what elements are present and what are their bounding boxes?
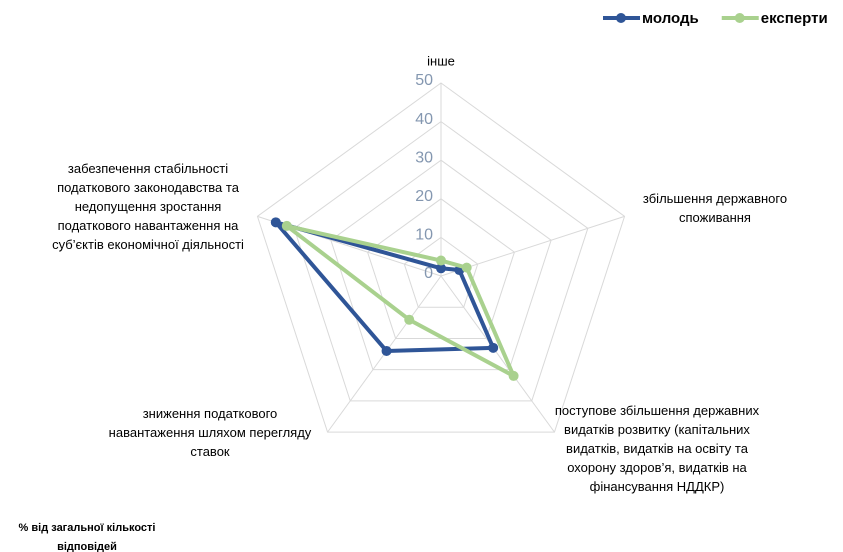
spoke <box>440 215 625 277</box>
legend-label: експерти <box>761 10 828 27</box>
axis-label: інше <box>427 53 455 68</box>
series-line <box>284 223 516 378</box>
marker <box>281 220 292 231</box>
legend-label: молодь <box>642 10 699 27</box>
axis-label: поступове збільшення державних видатків р… <box>555 403 760 494</box>
axis-label: збільшення державного споживання <box>643 191 787 225</box>
tick-label: 0 <box>424 265 433 282</box>
marker <box>436 263 446 274</box>
marker <box>270 217 281 228</box>
marker <box>436 255 446 266</box>
marker <box>508 370 519 381</box>
tick-label: 10 <box>415 227 433 244</box>
tick-label: 50 <box>415 72 433 89</box>
grid-ring <box>256 82 626 433</box>
marker <box>461 262 472 273</box>
spoke <box>440 275 555 433</box>
legend-marker <box>616 13 626 23</box>
marker <box>488 342 499 353</box>
tick-label: 30 <box>415 149 433 166</box>
marker <box>404 314 415 325</box>
axis-label: забезпечення стабільності податкового зак… <box>52 161 244 252</box>
marker <box>381 345 392 356</box>
grid-ring <box>293 120 589 402</box>
grid-ring <box>330 159 552 371</box>
tick-label: 20 <box>415 188 433 205</box>
note: % від загальної кількості відповідей <box>19 522 156 552</box>
axis-label: зниження податкового навантаження шляхом … <box>109 406 312 459</box>
tick-label: 40 <box>415 111 433 128</box>
legend-marker <box>734 13 745 23</box>
